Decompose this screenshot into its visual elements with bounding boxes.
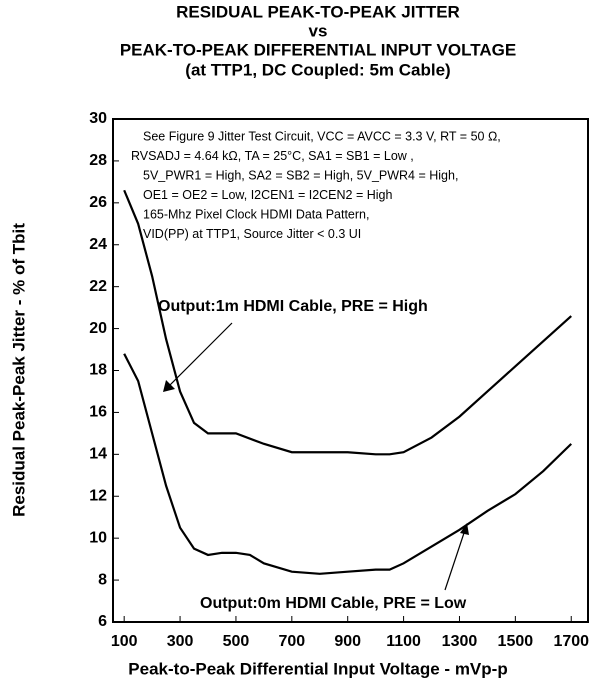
x-tick-label: 1300 (442, 633, 478, 650)
y-tick-label: 16 (89, 404, 107, 421)
note-line: 5V_PWR1 = High, SA2 = SB2 = High, 5V_PWR… (143, 168, 458, 182)
y-tick-label: 28 (89, 152, 107, 169)
x-tick-label: 1100 (386, 633, 421, 650)
line-series (123, 353, 573, 575)
y-tick-label: 14 (89, 446, 107, 463)
note-line: See Figure 9 Jitter Test Circuit, VCC = … (143, 129, 501, 143)
y-tick-label: 12 (89, 487, 107, 504)
x-axis-label: Peak-to-Peak Differential Input Voltage … (128, 659, 507, 678)
note-box (128, 123, 583, 240)
y-tick-label: 6 (98, 613, 107, 630)
arrowhead (163, 380, 175, 392)
x-tick-label: 100 (111, 633, 138, 650)
title-line: (at TTP1, DC Coupled: 5m Cable) (185, 60, 450, 79)
note-line: RVSADJ = 4.64 kΩ, TA = 25°C, SA1 = SB1 =… (131, 149, 414, 163)
x-tick-label: 1500 (498, 633, 534, 650)
x-tick-label: 900 (334, 633, 361, 650)
note-line: OE1 = OE2 = Low, I2CEN1 = I2CEN2 = High (143, 188, 392, 202)
line-series (123, 189, 572, 456)
x-tick-label: 300 (167, 633, 194, 650)
y-tick-label: 26 (89, 194, 107, 211)
x-tick-label: 500 (223, 633, 250, 650)
series-label: Output:1m HDMI Cable, PRE = High (158, 298, 428, 315)
x-tick-label: 700 (278, 633, 305, 650)
series-label: Output:0m HDMI Cable, PRE = Low (200, 595, 467, 612)
y-axis-label: Residual Peak-Peak Jitter - % of Tbit (9, 223, 28, 517)
title-line: PEAK-TO-PEAK DIFFERENTIAL INPUT VOLTAGE (120, 40, 516, 59)
y-tick-label: 20 (89, 320, 107, 337)
title-line: RESIDUAL PEAK-TO-PEAK JITTER (176, 2, 460, 21)
y-tick-label: 22 (89, 278, 107, 295)
y-tick-label: 18 (89, 362, 107, 379)
annotation-arrow (167, 322, 233, 388)
title-line: vs (309, 21, 328, 40)
note-line: VID(PP) at TTP1, Source Jitter < 0.3 UI (143, 227, 361, 241)
annotation-arrow (444, 529, 466, 591)
y-tick-label: 10 (89, 529, 107, 546)
y-tick-label: 8 (98, 571, 107, 588)
y-tick-label: 30 (89, 110, 107, 127)
x-tick-label: 1700 (553, 633, 589, 650)
note-line: 165-Mhz Pixel Clock HDMI Data Pattern, (143, 207, 369, 221)
y-tick-label: 24 (89, 236, 107, 253)
